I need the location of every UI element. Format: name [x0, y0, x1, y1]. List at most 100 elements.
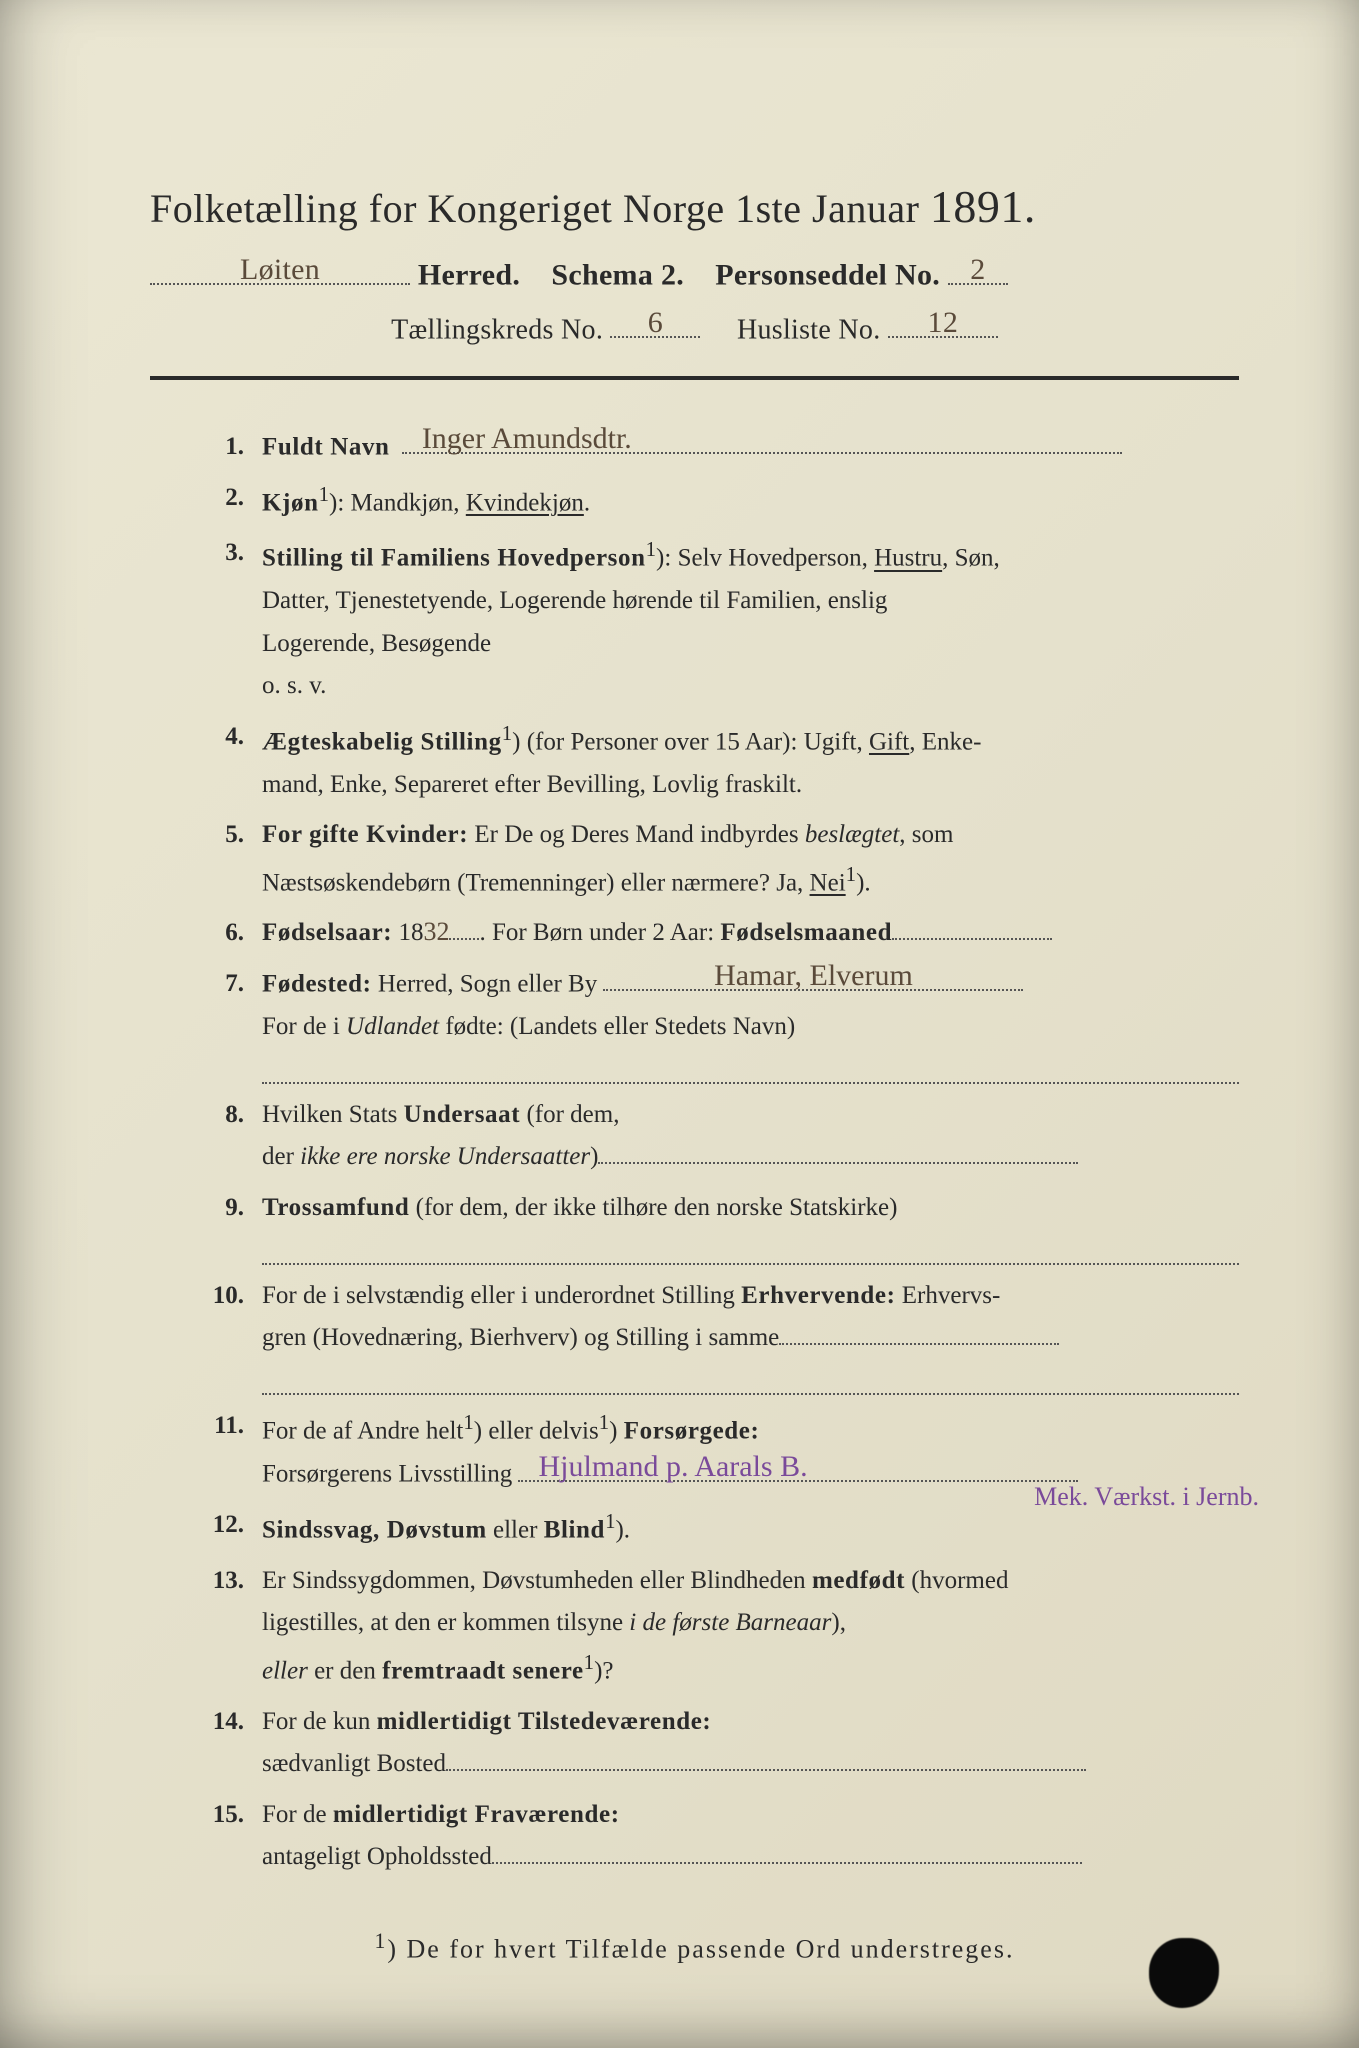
- text: eller: [262, 1657, 308, 1684]
- em: i de første Barneaar: [629, 1609, 831, 1636]
- item-label: midlertidigt Tilstedeværende:: [377, 1708, 712, 1735]
- item-num: 5.: [180, 814, 262, 857]
- birthplace-hand: Hamar, Elverum: [603, 961, 1023, 991]
- form-items: 1. Fuldt Navn Inger Amundsdtr. 2. Kjøn1)…: [150, 426, 1239, 1879]
- text: For de af Andre helt: [262, 1418, 463, 1445]
- text: Næstsøskendebørn (Tremenninger) eller næ…: [262, 869, 810, 896]
- sup: 1: [319, 482, 329, 506]
- sup: 1: [584, 1650, 594, 1674]
- opt-kvindekjon: Kvindekjøn: [466, 489, 584, 516]
- text: . For Børn under 2 Aar:: [479, 919, 720, 946]
- text: , som: [899, 821, 953, 848]
- sub-line-2: Tællingskreds No. 6 Husliste No. 12: [150, 307, 1239, 346]
- item-5: 5. For gifte Kvinder: Er De og Deres Man…: [180, 814, 1239, 904]
- text: eller: [487, 1516, 544, 1543]
- item-2: 2. Kjøn1): Mandkjøn, Kvindekjøn.: [180, 477, 1239, 525]
- item-num: 2.: [180, 477, 262, 520]
- text: , Enke-: [909, 728, 981, 755]
- item-num: 4.: [180, 716, 262, 759]
- item-4: 4. Ægteskabelig Stilling1) (for Personer…: [180, 716, 1239, 806]
- item-num: 11.: [180, 1405, 262, 1448]
- text: (for dem,: [520, 1101, 619, 1128]
- text: ) (for Personer over 15 Aar): Ugift,: [512, 728, 869, 755]
- footnote-text: ) De for hvert Tilfælde passende Ord und…: [387, 1934, 1014, 1963]
- item-num: 14.: [180, 1701, 262, 1744]
- item-11: 11. For de af Andre helt1) eller delvis1…: [180, 1405, 1239, 1496]
- document-page: Folketælling for Kongeriget Norge 1ste J…: [0, 0, 1359, 2048]
- em: Udlandet: [346, 1013, 439, 1040]
- herred-handwritten: Løiten: [150, 255, 410, 285]
- item-num: 3.: [180, 532, 262, 575]
- text: sædvanligt Bosted: [262, 1750, 446, 1777]
- text: ): [590, 1143, 598, 1170]
- item-7: 7. Fødested: Herred, Sogn eller By Hamar…: [180, 963, 1239, 1048]
- sup: 1: [463, 1410, 473, 1434]
- text: For de i selvstændig eller i underordnet…: [262, 1282, 741, 1309]
- opt-nei: Nei: [810, 869, 846, 896]
- item-num: 13.: [180, 1560, 262, 1603]
- text: Hvilken Stats: [262, 1101, 404, 1128]
- text: ): Selv Hovedperson,: [656, 545, 874, 572]
- provider-hand: Hjulmand p. Aarals B.: [518, 1452, 1078, 1482]
- sup: 1: [599, 1410, 609, 1434]
- item-8: 8. Hvilken Stats Undersaat (for dem, der…: [180, 1094, 1239, 1179]
- text: (hvormed: [905, 1567, 1008, 1594]
- tail: .: [584, 489, 590, 516]
- text: Erhvervs-: [896, 1282, 1001, 1309]
- cont: mand, Enke, Separeret efter Bevilling, L…: [262, 764, 1239, 807]
- em: ikke ere norske Undersaatter: [300, 1143, 590, 1170]
- margin-note: Mek. Værkst. i Jernb.: [1034, 1475, 1259, 1519]
- text: Forsørgerens Livsstilling: [262, 1461, 512, 1488]
- item-label: Stilling til Familiens Hovedperson: [262, 545, 646, 572]
- item-label: midlertidigt Fraværende:: [333, 1801, 620, 1828]
- item-6: 6. Fødselsaar: 1832. For Børn under 2 Aa…: [180, 912, 1239, 955]
- item-num: 10.: [180, 1275, 262, 1318]
- husliste-no: 12: [888, 308, 998, 338]
- sup: 1: [605, 1509, 615, 1533]
- text: ) eller delvis: [474, 1418, 599, 1445]
- text: gren (Hovednæring, Bierhverv) og Stillin…: [262, 1324, 779, 1351]
- personseddel-no: 2: [948, 255, 1008, 285]
- cont: o. s. v.: [262, 665, 1239, 708]
- opt-gift: Gift: [869, 728, 909, 755]
- text: ): [609, 1418, 624, 1445]
- dotted-line: [262, 1368, 1239, 1396]
- dotted-line: [262, 1237, 1239, 1265]
- title-year: 1891.: [930, 181, 1036, 232]
- item-9: 9. Trossamfund (for dem, der ikke tilhør…: [180, 1187, 1239, 1230]
- item-label: Fødested:: [262, 970, 372, 997]
- herred-label: Herred.: [418, 259, 520, 292]
- item-label: Forsørgede:: [624, 1418, 760, 1445]
- husliste-label: Husliste No.: [737, 314, 881, 345]
- text: (for dem, der ikke tilhøre den norske St…: [409, 1194, 897, 1221]
- cont: Datter, Tjenestetyende, Logerende hørend…: [262, 580, 1239, 623]
- title-text: Folketælling for Kongeriget Norge 1ste J…: [150, 186, 919, 231]
- tail: ).: [856, 869, 871, 896]
- text: ),: [831, 1609, 846, 1636]
- item-13: 13. Er Sindssygdommen, Døvstumheden elle…: [180, 1560, 1239, 1693]
- item-num: 9.: [180, 1187, 262, 1230]
- sub-line-1: Løiten Herred. Schema 2. Personseddel No…: [150, 251, 1239, 293]
- item-14: 14. For de kun midlertidigt Tilstedevære…: [180, 1701, 1239, 1786]
- text: der: [262, 1143, 300, 1170]
- opt-hustru: Hustru: [874, 545, 942, 572]
- sup: 1: [846, 862, 856, 886]
- label2: fremtraadt senere: [382, 1657, 584, 1684]
- title-line: Folketælling for Kongeriget Norge 1ste J…: [150, 180, 1239, 233]
- item-1: 1. Fuldt Navn Inger Amundsdtr.: [180, 426, 1239, 469]
- personseddel-label: Personseddel No.: [715, 259, 940, 292]
- item-label: Sindssvag, Døvstum: [262, 1516, 487, 1543]
- dotted-line: [262, 1056, 1239, 1084]
- text: For de: [262, 1801, 333, 1828]
- text: ): Mandkjøn,: [329, 489, 466, 516]
- label2: Fødselsmaaned: [720, 919, 892, 946]
- item-label: Erhvervende:: [741, 1282, 895, 1309]
- label2: Blind: [544, 1516, 605, 1543]
- form-header: Folketælling for Kongeriget Norge 1ste J…: [150, 180, 1239, 346]
- item-num: 12.: [180, 1504, 262, 1547]
- text: Herred, Sogn eller By: [372, 970, 598, 997]
- item-num: 6.: [180, 912, 262, 955]
- item-label: Fuldt Navn: [262, 433, 390, 460]
- birthyear-hand: 32: [423, 917, 449, 946]
- item-label: Fødselsaar:: [262, 919, 392, 946]
